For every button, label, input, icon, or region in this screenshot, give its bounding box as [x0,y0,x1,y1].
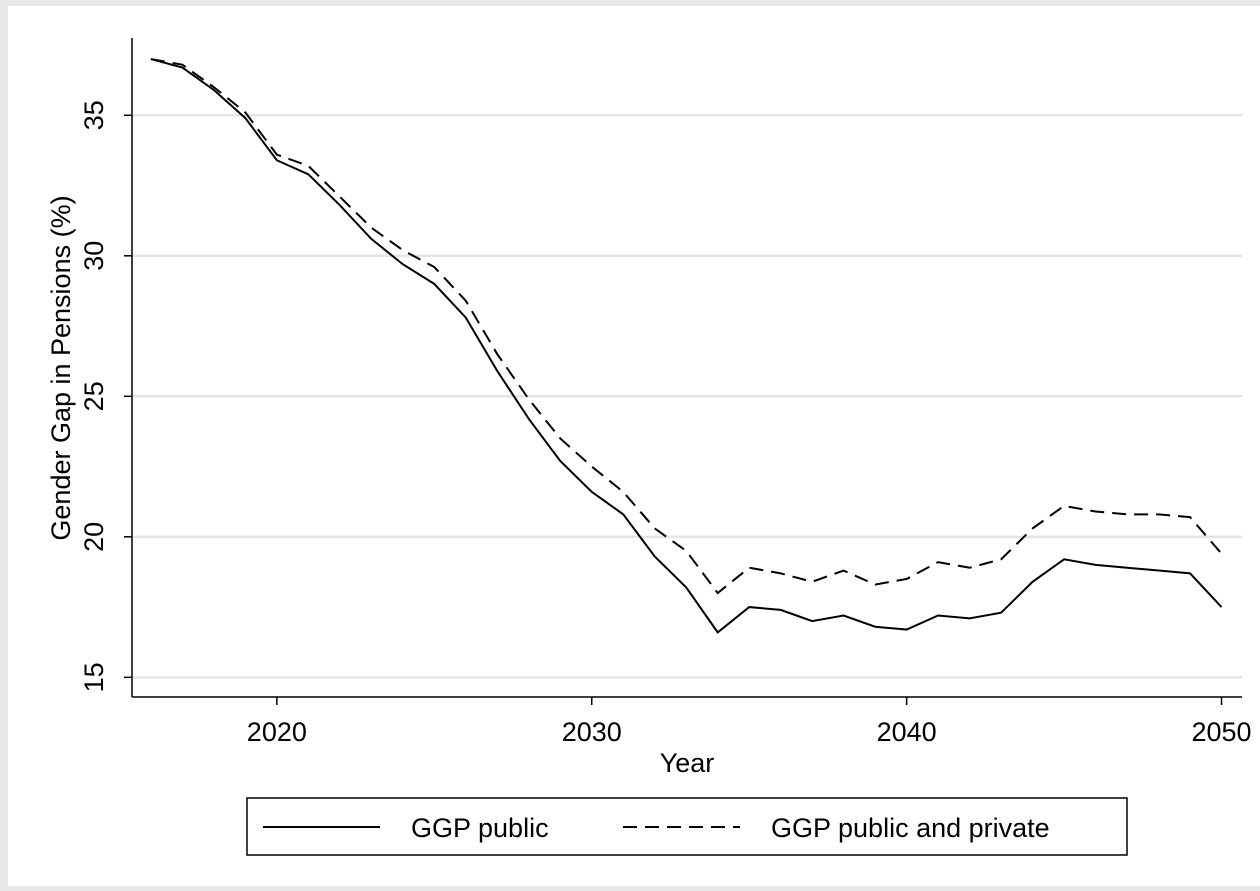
y-tick-label: 25 [79,381,109,411]
y-tick-label: 30 [79,241,109,271]
series-line [150,58,1223,595]
x-tick-label: 2050 [1191,717,1251,747]
x-tick-label: 2040 [877,717,937,747]
x-tick-label: 2030 [562,717,622,747]
x-axis-label: Year [660,748,715,778]
legend-label: GGP public and private [771,813,1050,843]
y-axis-label: Gender Gap in Pensions (%) [46,195,76,540]
series-line [150,58,1223,634]
y-tick-label: 35 [79,100,109,130]
y-tick-label: 15 [79,662,109,692]
x-tick-label: 2020 [247,717,307,747]
y-tick-label: 20 [79,522,109,552]
chart-background [8,6,1260,886]
legend-box [246,797,1128,856]
legend-label: GGP public [411,813,549,843]
